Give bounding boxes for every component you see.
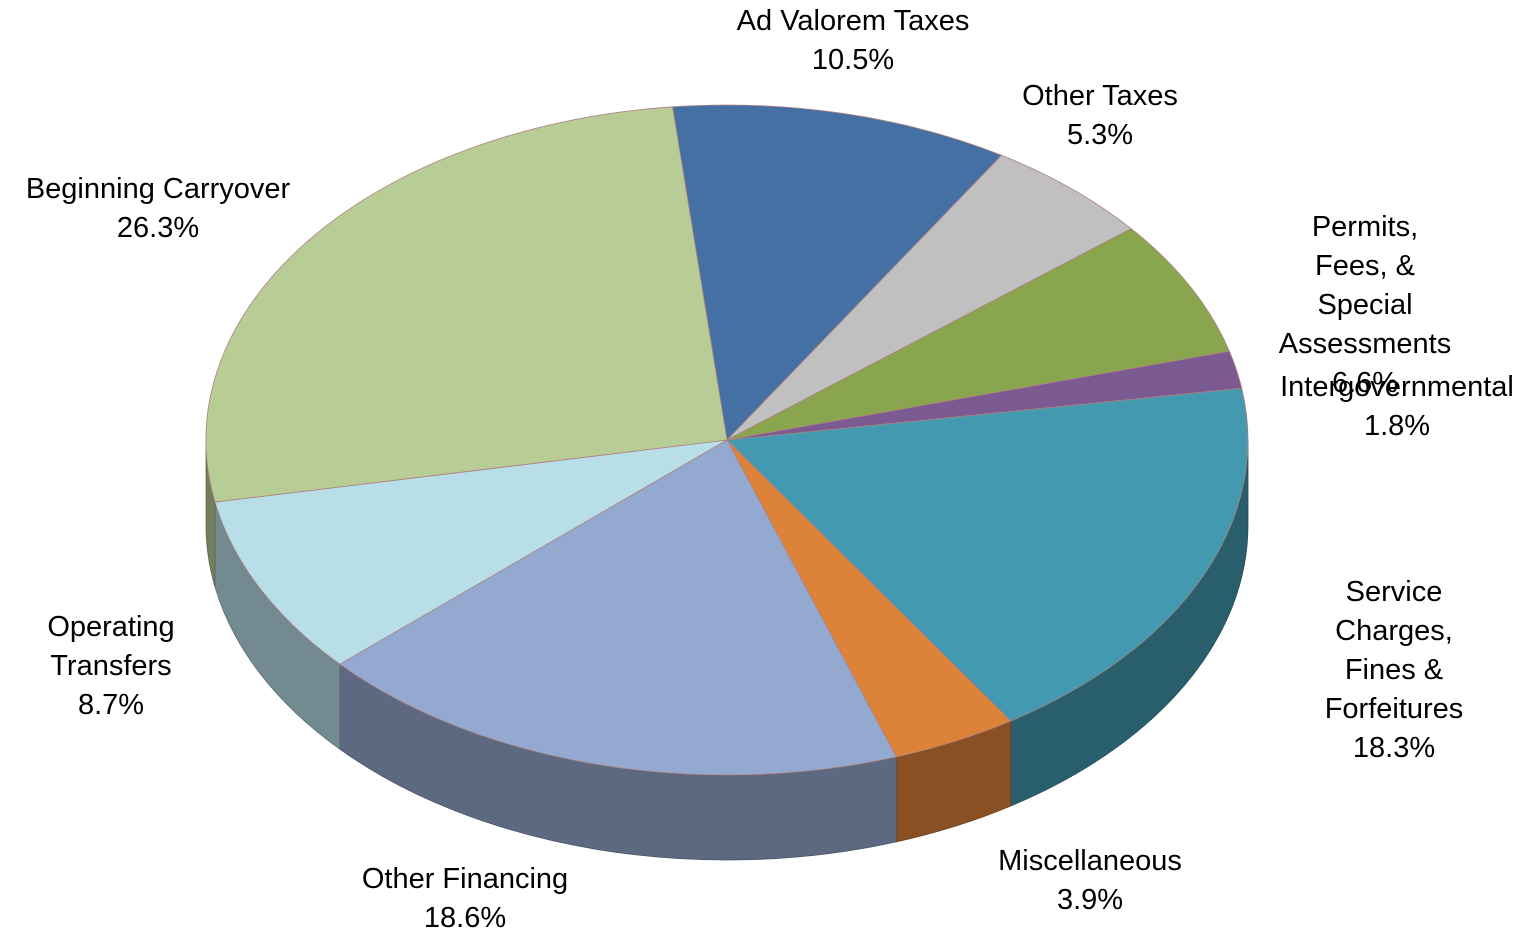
slice	[339, 439, 897, 776]
slice	[672, 104, 1003, 441]
value-label: 18.3%	[1352, 732, 1436, 764]
category-name: Other Taxes	[1022, 80, 1178, 112]
category-name: Permits, Fees, & Special Assessments	[1278, 211, 1452, 360]
category-name: Other Financing	[361, 863, 569, 895]
slice-label: Other Taxes 5.3%	[1022, 77, 1178, 155]
category-name: Operating Transfers	[47, 611, 175, 682]
slice-label: Other Financing 18.6%	[362, 860, 568, 938]
value-label: 8.7%	[77, 689, 145, 721]
slice-label: Operating Transfers 8.7%	[47, 608, 174, 725]
slice-label: Beginning Carryover 26.3%	[26, 170, 290, 248]
slice-label: Intergovernmental 1.8%	[1280, 368, 1514, 446]
slice	[214, 439, 728, 665]
value-label: 3.9%	[1056, 884, 1124, 916]
value-label: 6.6%	[1331, 367, 1399, 399]
slice	[726, 154, 1132, 441]
value-label: 10.5%	[811, 44, 895, 76]
value-label: 1.8%	[1363, 410, 1431, 442]
value-label: 26.3%	[116, 212, 200, 244]
slice-label: Ad Valorem Taxes 10.5%	[737, 2, 970, 80]
value-label: 18.6%	[423, 902, 507, 934]
slice	[726, 228, 1230, 441]
category-name: Service Charges, Fines & Forfeitures	[1324, 576, 1464, 725]
category-name: Ad Valorem Taxes	[736, 5, 970, 37]
category-name: Miscellaneous	[998, 845, 1182, 877]
category-name: Intergovernmental	[1280, 371, 1514, 403]
slice-label: Service Charges, Fines & Forfeitures 18.3…	[1322, 573, 1467, 768]
slice-label: Permits, Fees, & Special Assessments 6.6%	[1278, 208, 1452, 403]
value-label: 5.3%	[1066, 119, 1134, 151]
slice-label: Miscellaneous 3.9%	[998, 842, 1182, 920]
slice	[205, 106, 728, 503]
category-name: Beginning Carryover	[25, 173, 291, 205]
slice	[726, 387, 1249, 722]
